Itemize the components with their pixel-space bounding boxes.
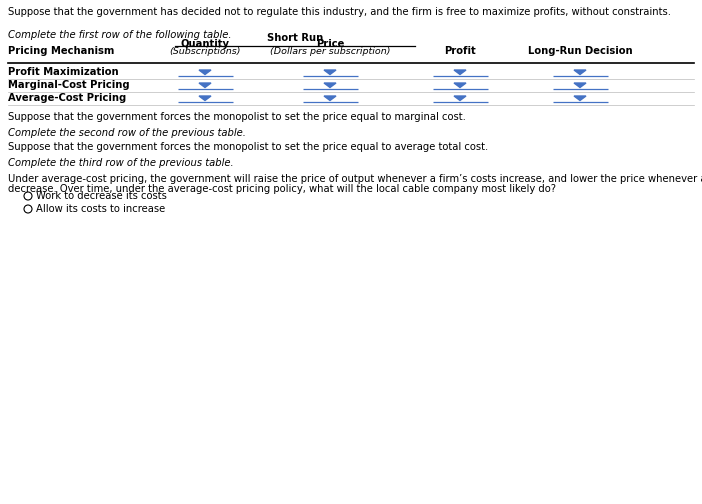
Text: Price: Price [316,39,344,49]
Polygon shape [199,70,211,75]
Text: Average-Cost Pricing: Average-Cost Pricing [8,93,126,103]
Text: (Subscriptions): (Subscriptions) [169,47,241,56]
Text: (Dollars per subscription): (Dollars per subscription) [270,47,390,56]
Text: Profit Maximization: Profit Maximization [8,67,119,77]
Polygon shape [454,83,466,88]
Polygon shape [199,83,211,88]
Text: Complete the first row of the following table.: Complete the first row of the following … [8,30,232,40]
Text: Marginal-Cost Pricing: Marginal-Cost Pricing [8,80,130,90]
Polygon shape [574,70,586,75]
Text: Work to decrease its costs: Work to decrease its costs [36,191,167,201]
Text: Long-Run Decision: Long-Run Decision [528,46,633,56]
Text: decrease. Over time, under the average-cost pricing policy, what will the local : decrease. Over time, under the average-c… [8,184,556,194]
Text: Short Run: Short Run [267,33,323,43]
Text: Complete the second row of the previous table.: Complete the second row of the previous … [8,128,246,138]
Text: Under average-cost pricing, the government will raise the price of output whenev: Under average-cost pricing, the governme… [8,174,702,184]
Polygon shape [199,96,211,100]
Polygon shape [324,70,336,75]
Text: Complete the third row of the previous table.: Complete the third row of the previous t… [8,158,234,168]
Text: Allow its costs to increase: Allow its costs to increase [36,204,165,214]
Text: Quantity: Quantity [180,39,230,49]
Polygon shape [324,83,336,88]
Polygon shape [574,83,586,88]
Text: Suppose that the government has decided not to regulate this industry, and the f: Suppose that the government has decided … [8,7,671,17]
Polygon shape [574,96,586,100]
Text: Suppose that the government forces the monopolist to set the price equal to aver: Suppose that the government forces the m… [8,142,489,152]
Text: Profit: Profit [444,46,476,56]
Text: Pricing Mechanism: Pricing Mechanism [8,46,114,56]
Text: Suppose that the government forces the monopolist to set the price equal to marg: Suppose that the government forces the m… [8,112,466,122]
Polygon shape [454,96,466,100]
Polygon shape [454,70,466,75]
Polygon shape [324,96,336,100]
